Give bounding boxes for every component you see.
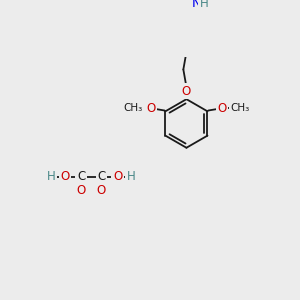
Text: N: N	[191, 0, 201, 11]
Text: H: H	[47, 170, 56, 183]
Text: H: H	[127, 170, 136, 183]
Text: O: O	[182, 85, 191, 98]
Text: O: O	[76, 184, 86, 197]
Text: CH₃: CH₃	[230, 103, 250, 113]
Text: C: C	[77, 170, 85, 183]
Text: O: O	[97, 184, 106, 197]
Text: O: O	[218, 102, 227, 115]
Text: H: H	[200, 0, 208, 11]
Text: O: O	[146, 102, 155, 115]
Text: C: C	[97, 170, 106, 183]
Text: O: O	[113, 170, 122, 183]
Text: O: O	[60, 170, 70, 183]
Text: CH₃: CH₃	[123, 103, 142, 113]
